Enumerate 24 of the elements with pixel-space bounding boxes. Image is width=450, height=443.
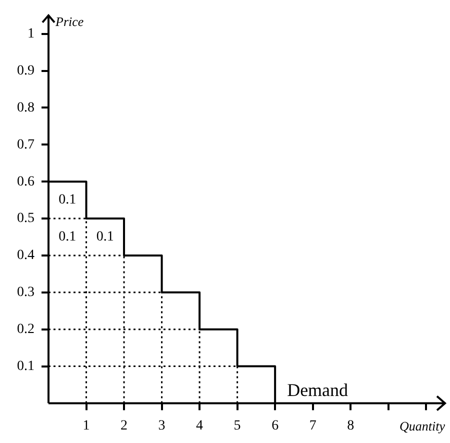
x-tick-label: 5 <box>234 418 241 434</box>
x-axis-title: Quantity <box>400 418 446 434</box>
x-tick-label: 6 <box>272 418 279 434</box>
x-tick-label: 4 <box>196 418 204 434</box>
annotation: 0.1 <box>58 192 76 208</box>
x-tick-label: 7 <box>309 418 316 434</box>
y-tick-label: 0.3 <box>17 285 34 300</box>
series-label: Demand <box>287 380 348 400</box>
x-tick-label: 1 <box>82 418 90 434</box>
y-tick-label: 0.5 <box>17 211 34 226</box>
y-tick-label: 0.4 <box>17 248 34 264</box>
y-axis-title: Price <box>54 14 84 29</box>
y-tick-label: 0.8 <box>17 100 34 116</box>
annotation: 0.1 <box>96 230 114 245</box>
y-tick-label: 0.7 <box>17 137 34 152</box>
annotation: 0.1 <box>58 230 76 245</box>
x-tick-label: 8 <box>347 418 354 434</box>
x-tick-label: 2 <box>120 418 128 434</box>
x-tick-label: 3 <box>158 418 166 434</box>
y-tick-label: 0.6 <box>17 174 34 190</box>
y-tick-label: 0.2 <box>17 322 34 338</box>
y-tick-label: 0.9 <box>17 63 34 78</box>
y-tick-label: 1 <box>28 26 34 42</box>
y-tick-label: 0.1 <box>17 358 34 374</box>
